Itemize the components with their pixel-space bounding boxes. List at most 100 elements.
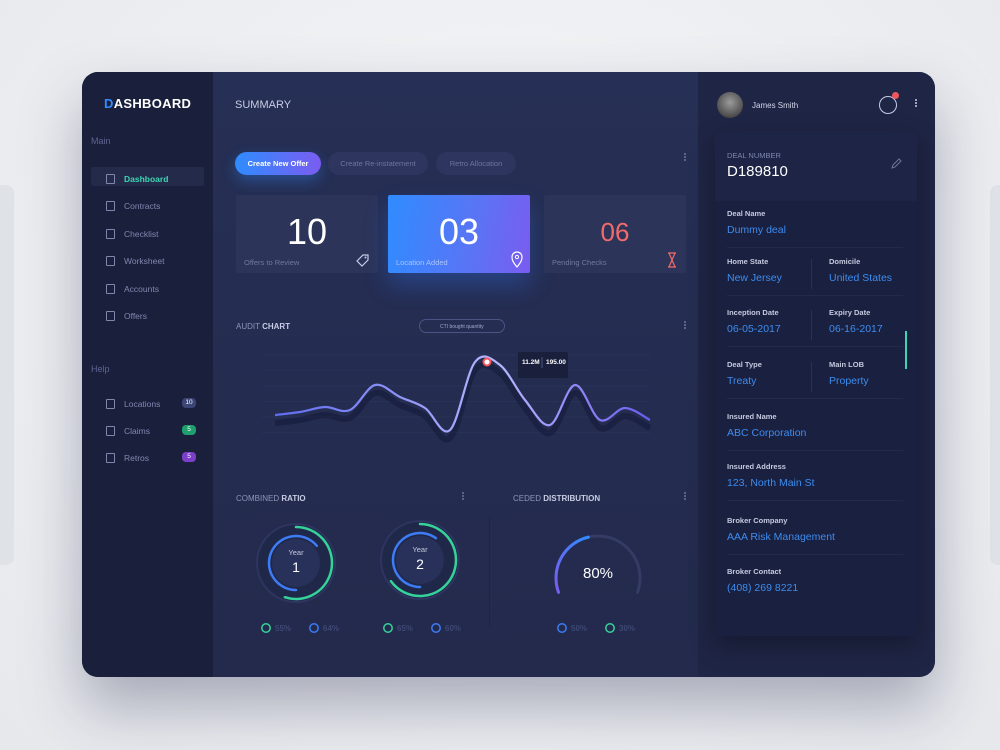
- ring-number: 2: [416, 556, 424, 572]
- nav-icon: [106, 399, 115, 409]
- brand: DASHBOARD: [104, 96, 192, 111]
- nav-item[interactable]: Worksheet: [124, 256, 165, 267]
- hourglass-icon: [668, 252, 676, 268]
- active-highlight: [91, 167, 204, 186]
- stat-card[interactable]: 03 Location Added: [388, 195, 530, 273]
- tooltip-value: 195.00: [546, 359, 566, 366]
- nav-item[interactable]: Offers: [124, 311, 147, 321]
- field-value: 123, North Main St: [727, 477, 815, 489]
- row-separator: [727, 450, 903, 451]
- field-divider: [811, 259, 812, 289]
- legend-value: 64%: [323, 624, 339, 633]
- nav-item[interactable]: Accounts: [124, 283, 159, 294]
- nav-icon: [106, 283, 115, 294]
- field-value: Property: [829, 375, 869, 387]
- row-separator: [727, 554, 903, 555]
- nav-icon: [106, 426, 115, 437]
- button[interactable]: Create New Offer: [235, 152, 321, 175]
- tooltip-value: 11.2M: [522, 359, 540, 366]
- side-shadow: [990, 185, 1000, 565]
- title-light: CEDED: [513, 494, 542, 503]
- field-value: Dummy deal: [727, 224, 786, 236]
- title-light: COMBINED: [236, 494, 280, 503]
- avatar[interactable]: [717, 92, 743, 118]
- field-value: United States: [829, 272, 893, 284]
- menu-dots[interactable]: [684, 153, 686, 155]
- ring-inner: [272, 539, 320, 587]
- audit-line: [274, 355, 651, 433]
- peak-marker: [482, 357, 492, 367]
- button[interactable]: Retro Allocation: [436, 152, 516, 175]
- badge: 10: [182, 398, 196, 408]
- legend-value: 65%: [397, 624, 413, 633]
- dropdown[interactable]: CTI bought quantity: [419, 319, 505, 333]
- edit-icon[interactable]: [890, 158, 902, 170]
- ring-number: 1: [292, 559, 300, 575]
- field-value: Treaty: [727, 375, 757, 387]
- deal-number: D189810: [727, 163, 788, 180]
- section-title: CEDED DISTRIBUTION: [513, 494, 600, 503]
- notification-bell[interactable]: [879, 96, 897, 114]
- legend-icon: [605, 623, 615, 633]
- nav-item[interactable]: Dashboard: [124, 174, 169, 184]
- nav-item[interactable]: Contracts: [124, 201, 161, 212]
- ring-inner: [396, 536, 444, 584]
- title-light: AUDIT: [236, 322, 260, 331]
- section-label: Main: [91, 136, 111, 146]
- field-label: Broker Contact: [727, 567, 782, 576]
- stat-label: Pending Checks: [552, 258, 607, 267]
- legend-icon: [261, 623, 271, 633]
- legend-icon: [557, 623, 567, 633]
- deal-card: DEAL NUMBER D189810 Deal Name Dummy deal H…: [715, 131, 917, 636]
- field-value: AAA Risk Management: [727, 531, 835, 543]
- nav-icon: [106, 453, 115, 464]
- stat-label: Offers to Review: [244, 258, 300, 267]
- nav-item[interactable]: Retros: [124, 453, 150, 464]
- gauge-value: 80%: [583, 565, 613, 582]
- nav-icon: [106, 228, 115, 239]
- legend-value: 30%: [619, 624, 635, 633]
- field-value: (408) 269 8221: [727, 582, 799, 594]
- field-label: Expiry Date: [829, 308, 871, 317]
- field-value: 06-05-2017: [727, 323, 781, 335]
- nav-item[interactable]: Claims: [124, 426, 150, 437]
- stat-value: 10: [286, 211, 328, 252]
- ring-label: Year: [412, 545, 428, 554]
- user-name: James Smith: [752, 101, 799, 110]
- section-title: COMBINED RATIO: [236, 494, 306, 503]
- stat-card[interactable]: 10 Offers to Review: [236, 195, 378, 273]
- field-value: ABC Corporation: [727, 427, 807, 439]
- nav-icon: [106, 256, 115, 267]
- field-value: New Jersey: [727, 272, 782, 284]
- legend-value: 60%: [445, 624, 461, 633]
- menu-dots[interactable]: [684, 492, 686, 494]
- button[interactable]: Create Re-instatement: [328, 152, 428, 175]
- pin-icon: [511, 251, 523, 268]
- field-value: 06-16-2017: [829, 323, 883, 335]
- title-bold: RATIO: [281, 494, 306, 503]
- tag-icon: [356, 254, 369, 267]
- field-label: Broker Company: [727, 516, 788, 525]
- deal-number-label: DEAL NUMBER: [727, 151, 781, 160]
- stat-card[interactable]: 06 Pending Checks: [544, 195, 686, 273]
- row-separator: [727, 247, 903, 248]
- legend-value: 50%: [571, 624, 587, 633]
- ring-inner-arc: [267, 534, 319, 592]
- scrollbar[interactable]: [905, 331, 907, 369]
- title-bold: DISTRIBUTION: [543, 494, 601, 503]
- nav-item[interactable]: Checklist: [124, 228, 159, 239]
- tooltip: [518, 352, 568, 378]
- field-label: Home State: [727, 257, 769, 266]
- ring-inner-arc: [391, 531, 438, 589]
- nav-item[interactable]: Locations: [124, 399, 161, 409]
- line-shadow: [274, 361, 652, 443]
- divider: [489, 517, 490, 627]
- legend-icon: [431, 623, 441, 633]
- stat-value: 06: [600, 217, 630, 247]
- menu-dots[interactable]: [462, 492, 464, 494]
- menu-dots[interactable]: [915, 99, 917, 101]
- badge: 5: [182, 452, 196, 463]
- detail-panel: James Smith DEAL NUMBER D189810 Deal Nam…: [698, 72, 935, 677]
- menu-dots[interactable]: [684, 321, 686, 323]
